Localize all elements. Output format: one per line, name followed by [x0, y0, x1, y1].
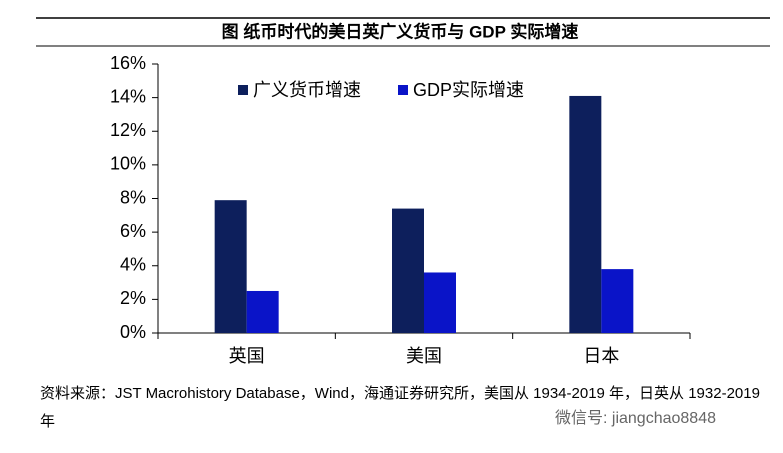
legend-label: 广义货币增速: [253, 80, 361, 100]
legend-swatch: [238, 85, 248, 95]
y-tick-label: 4%: [120, 255, 146, 275]
bar: [246, 290, 279, 333]
y-tick-label: 2%: [120, 288, 146, 308]
y-tick-label: 0%: [120, 322, 146, 342]
y-tick-label: 14%: [110, 86, 146, 106]
y-tick-label: 6%: [120, 221, 146, 241]
y-tick-label: 12%: [110, 120, 146, 140]
bar: [392, 208, 424, 333]
bar: [601, 269, 634, 333]
y-tick-label: 8%: [120, 187, 146, 207]
y-tick-label: 10%: [110, 154, 146, 174]
bar: [569, 95, 602, 333]
chart: 图 纸币时代的美日英广义货币与 GDP 实际增速 0% 2% 4% 6% 8% 10% 12…: [36, 17, 770, 366]
x-tick-label: 英国: [229, 346, 265, 366]
x-tick-label: 日本: [583, 346, 619, 366]
source-note: 资料来源：JST Macrohistory Database，Wind，海通证券…: [40, 385, 760, 430]
bar: [424, 272, 456, 333]
x-tick-label: 美国: [406, 346, 442, 366]
legend-swatch: [398, 85, 408, 95]
watermark: 微信号: jiangchao8848: [555, 410, 716, 427]
legend-label: GDP实际增速: [413, 80, 524, 100]
chart-title: 图 纸币时代的美日英广义货币与 GDP 实际增速: [222, 21, 579, 41]
bar: [214, 200, 247, 333]
y-tick-label: 16%: [110, 53, 146, 73]
